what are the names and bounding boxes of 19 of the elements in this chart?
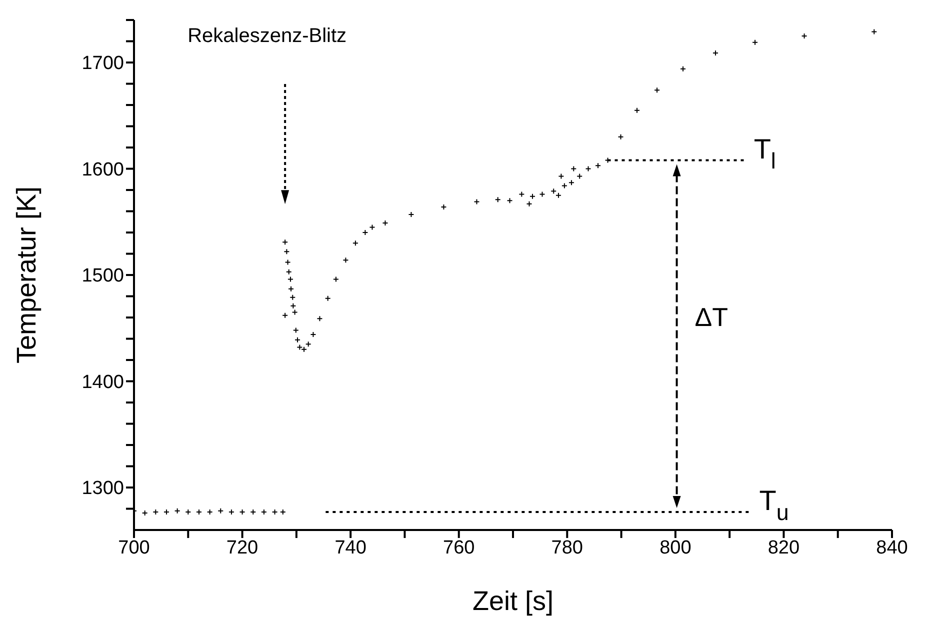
y-axis-title: Temperatur [K] bbox=[12, 186, 42, 364]
annotation: T$_{l}$ bbox=[754, 133, 776, 174]
y-tick-label: 1300 bbox=[82, 478, 124, 500]
y-tick-label: 1600 bbox=[82, 159, 124, 180]
x-tick-label: 780 bbox=[551, 537, 583, 558]
annotation: Rekaleszenz-Blitz bbox=[188, 25, 347, 47]
x-tick-label: 800 bbox=[660, 537, 692, 558]
annotation: ΔT bbox=[694, 302, 728, 332]
x-tick-label: 820 bbox=[768, 537, 800, 558]
x-tick-label: 740 bbox=[334, 537, 366, 558]
x-tick-label: 720 bbox=[226, 537, 258, 558]
y-tick-label: 1700 bbox=[82, 53, 124, 74]
y-tick-label: 1400 bbox=[82, 372, 124, 393]
x-axis-title: Zeit [s] bbox=[472, 586, 554, 616]
x-tick-label: 840 bbox=[876, 537, 908, 558]
x-tick-label: 700 bbox=[118, 537, 150, 558]
y-tick-label: 1500 bbox=[82, 266, 124, 287]
annotation: T$_{u}$ bbox=[759, 484, 789, 525]
x-tick-label: 760 bbox=[443, 537, 475, 558]
